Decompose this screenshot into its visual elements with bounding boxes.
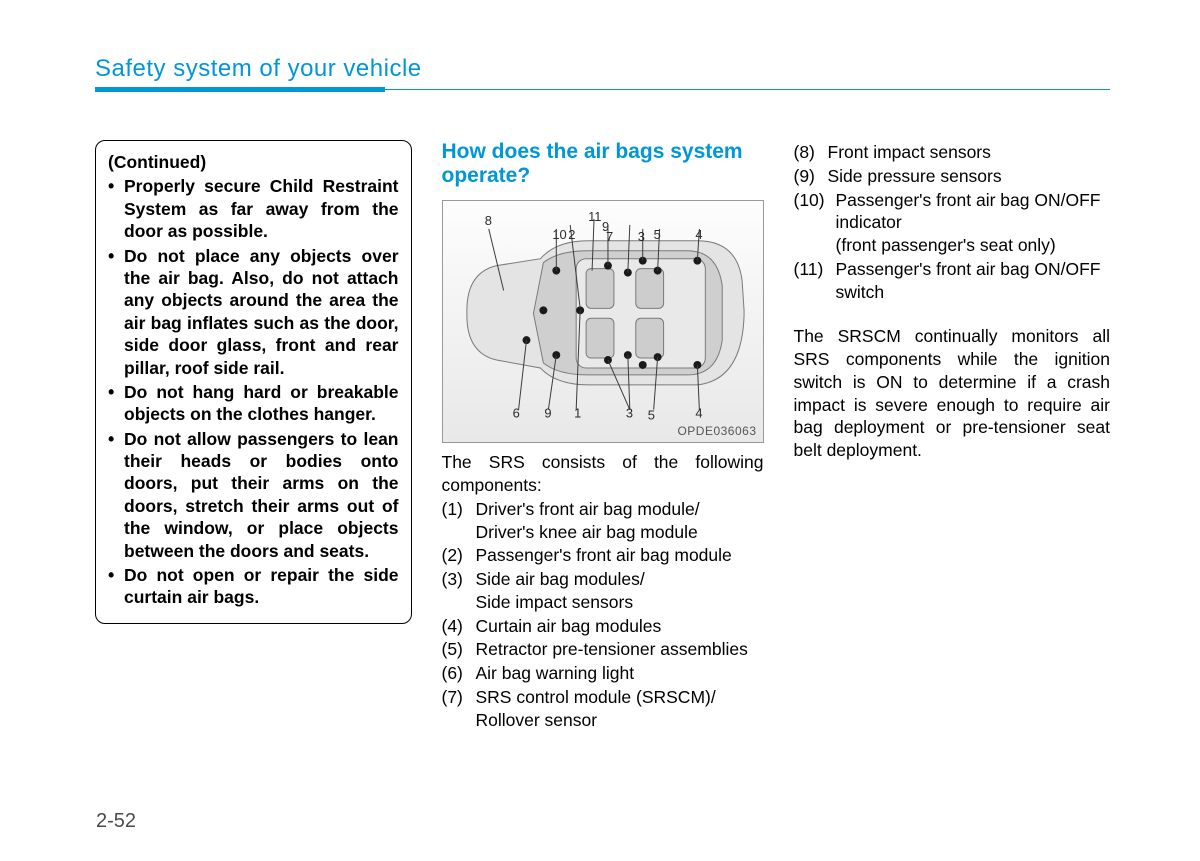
item-text: Retractor pre-tensioner assemblies [476, 638, 748, 661]
component-list-middle: (1)Driver's front air bag module/ Driver… [442, 498, 764, 732]
svg-text:5: 5 [647, 408, 654, 420]
continued-item: Do not place any objects over the air ba… [124, 245, 399, 379]
item-text: Side air bag modules/ Side impact sensor… [476, 568, 645, 614]
column-left: (Continued) Properly secure Child Restra… [95, 140, 412, 731]
svg-text:9: 9 [544, 406, 551, 420]
item-num: (7) [442, 686, 476, 732]
list-item: (8)Front impact sensors [794, 141, 1111, 164]
list-item: (7)SRS control module (SRSCM)/ Rollover … [442, 686, 764, 732]
item-num: (1) [442, 498, 476, 544]
car-diagram-svg: 8 11 10 2 9 7 3 5 4 6 9 1 3 5 4 [449, 211, 757, 420]
page-number: 2-52 [96, 810, 136, 833]
item-num: (6) [442, 662, 476, 685]
svg-text:4: 4 [695, 406, 702, 420]
list-item: (2)Passenger's front air bag module [442, 544, 764, 567]
list-item: (3)Side air bag modules/ Side impact sen… [442, 568, 764, 614]
column-right: (8)Front impact sensors (9)Side pressure… [794, 140, 1111, 731]
svg-text:5: 5 [653, 227, 660, 242]
svg-text:1: 1 [574, 406, 581, 420]
svg-text:8: 8 [484, 213, 491, 228]
svg-text:3: 3 [625, 406, 632, 420]
svg-text:6: 6 [512, 406, 519, 420]
item-text: Driver's front air bag module/ Driver's … [476, 498, 700, 544]
svg-text:3: 3 [637, 229, 644, 244]
item-text: SRS control module (SRSCM)/ Rollover sen… [476, 686, 716, 732]
item-num: (2) [442, 544, 476, 567]
rule-thick [95, 87, 385, 92]
srscm-paragraph: The SRSCM continually monitors all SRS c… [794, 325, 1111, 462]
continued-item: Do not allow passengers to lean their he… [124, 428, 399, 562]
item-text: Front impact sensors [828, 141, 991, 164]
item-text: Passenger's front air bag ON/OFF indicat… [836, 189, 1111, 257]
continued-list: Properly secure Child Restraint System a… [108, 175, 399, 608]
item-text: Side pressure sensors [828, 165, 1002, 188]
svg-text:2: 2 [568, 227, 575, 242]
svg-text:10: 10 [552, 227, 566, 242]
item-num: (3) [442, 568, 476, 614]
list-item: (9)Side pressure sensors [794, 165, 1111, 188]
rule-thin [385, 89, 1110, 90]
item-num: (11) [794, 258, 836, 304]
item-text: Curtain air bag modules [476, 615, 662, 638]
diagram-code: OPDE036063 [677, 424, 756, 438]
item-num: (5) [442, 638, 476, 661]
airbag-diagram: 8 11 10 2 9 7 3 5 4 6 9 1 3 5 4 [442, 200, 764, 443]
item-text: Passenger's front air bag module [476, 544, 732, 567]
components-intro: The SRS consists of the following compon… [442, 451, 764, 497]
continued-heading: (Continued) [108, 151, 399, 173]
manual-page: Safety system of your vehicle (Continued… [0, 0, 1200, 731]
list-item: (4)Curtain air bag modules [442, 615, 764, 638]
content-columns: (Continued) Properly secure Child Restra… [95, 140, 1110, 731]
item-text: Air bag warning light [476, 662, 635, 685]
header-rule [95, 87, 1110, 92]
item-text: Passenger's front air bag ON/OFF switch [836, 258, 1111, 304]
item-num: (10) [794, 189, 836, 257]
list-item: (6)Air bag warning light [442, 662, 764, 685]
continued-item: Do not open or repair the side curtain a… [124, 564, 399, 609]
item-num: (4) [442, 615, 476, 638]
section-header-title: Safety system of your vehicle [95, 55, 1110, 83]
continued-warning-box: (Continued) Properly secure Child Restra… [95, 140, 412, 624]
svg-text:4: 4 [695, 227, 702, 242]
continued-item: Properly secure Child Restraint System a… [124, 175, 399, 242]
page-header: Safety system of your vehicle [95, 55, 1110, 92]
svg-text:7: 7 [605, 229, 612, 244]
list-item: (5)Retractor pre-tensioner assemblies [442, 638, 764, 661]
item-num: (8) [794, 141, 828, 164]
svg-text:11: 11 [588, 211, 601, 224]
item-num: (9) [794, 165, 828, 188]
continued-item: Do not hang hard or breakable objects on… [124, 381, 399, 426]
list-item: (1)Driver's front air bag module/ Driver… [442, 498, 764, 544]
list-item: (11)Passenger's front air bag ON/OFF swi… [794, 258, 1111, 304]
component-list-right: (8)Front impact sensors (9)Side pressure… [794, 141, 1111, 303]
column-middle: How does the air bags system operate? [442, 140, 764, 731]
list-item: (10)Passenger's front air bag ON/OFF ind… [794, 189, 1111, 257]
section-title: How does the air bags system operate? [442, 140, 764, 188]
